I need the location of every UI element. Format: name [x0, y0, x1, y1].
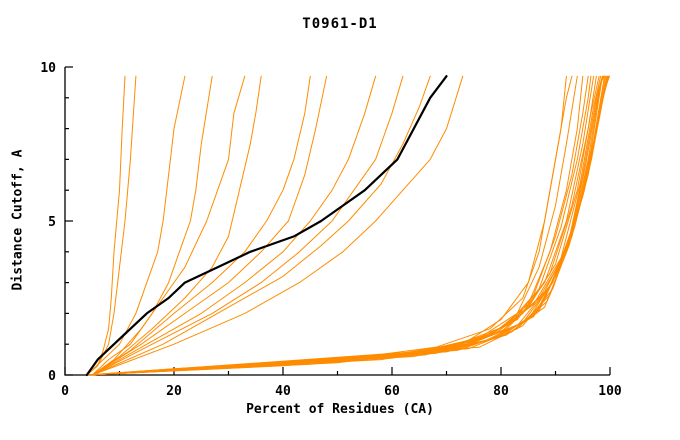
model-curve	[86, 75, 608, 376]
model-curve	[86, 75, 126, 376]
model-curve	[91, 75, 377, 376]
y-tick-label: 0	[48, 369, 56, 384]
model-curve	[86, 75, 603, 376]
model-curve	[91, 75, 328, 376]
model-curve	[86, 75, 608, 376]
highlight-curve	[85, 75, 448, 377]
model-curve	[86, 75, 603, 376]
x-tick-label: 80	[493, 384, 509, 399]
model-curve	[86, 75, 605, 376]
model-curve	[86, 75, 604, 376]
model-curve	[86, 75, 137, 376]
axis-lines	[64, 67, 610, 376]
x-tick-label: 60	[384, 384, 400, 399]
model-curve	[91, 75, 431, 376]
model-curve	[86, 75, 609, 376]
y-tick-label: 5	[48, 215, 56, 230]
model-curve	[86, 75, 597, 376]
y-tick-label: 10	[40, 61, 56, 76]
model-curve	[86, 75, 595, 376]
model-curve	[86, 75, 605, 376]
model-curve	[91, 75, 464, 376]
model-curve	[91, 75, 213, 376]
x-tick-label: 100	[598, 384, 622, 399]
model-curve	[86, 75, 607, 376]
x-tick-label: 40	[275, 384, 291, 399]
x-axis-label: Percent of Residues (CA)	[246, 402, 434, 417]
model-curve	[86, 75, 186, 376]
model-curve	[86, 75, 609, 376]
model-curve	[91, 75, 311, 376]
x-tick-label: 0	[61, 384, 69, 399]
model-curve	[86, 75, 610, 376]
chart-title: T0961-D1	[302, 16, 378, 32]
model-curve	[86, 75, 610, 376]
model-curve	[91, 75, 262, 376]
x-tick-label: 20	[166, 384, 182, 399]
model-curve	[91, 75, 404, 376]
model-curve	[91, 75, 246, 376]
